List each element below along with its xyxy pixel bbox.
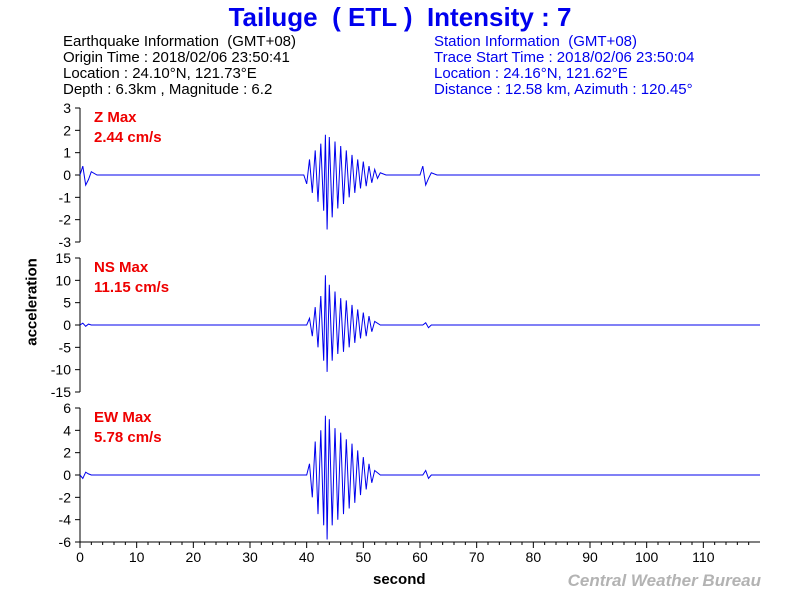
x-tick-label: 0 [76,549,84,565]
z-y-tick-label: -1 [59,189,72,205]
chart-title: Tailuge ( ETL ) Intensity : 7 [228,2,572,32]
ns-y-tick-label: 10 [55,272,71,288]
z-y-tick-label: -3 [59,234,72,250]
x-tick-label: 100 [635,549,659,565]
station-info-heading: Station Information (GMT+08) [434,33,637,50]
z-y-tick-label: -2 [59,212,72,228]
ns-y-tick-label: 0 [63,317,71,333]
station-info: Station Information (GMT+08) Trace Start… [434,34,694,98]
ns-y-tick-label: 5 [63,295,71,311]
x-tick-label: 90 [582,549,598,565]
z-trace [79,134,760,230]
epicenter-location: Location : 24.10°N, 121.73°E [63,65,257,82]
ew-y-tick-label: -2 [59,489,72,505]
ew-max-label: EW Max [94,409,152,426]
ew-trace [79,415,760,540]
earthquake-info-heading: Earthquake Information (GMT+08) [63,33,297,50]
ew-y-tick-label: -6 [59,534,72,550]
y-axis-label: acceleration [23,258,41,346]
ew-max-value: 5.78 cm/s [94,429,162,446]
x-tick-label: 110 [692,549,715,565]
ew-y-tick-label: -4 [59,512,72,528]
origin-time: Origin Time : 2018/02/06 23:50:41 [63,49,290,66]
ns-y-tick-label: -10 [51,362,71,378]
x-tick-label: 10 [129,549,145,565]
ns-trace [79,275,760,372]
ew-y-tick-label: 4 [63,422,71,438]
z-y-tick-label: 1 [63,145,71,161]
z-y-tick-label: 3 [63,100,71,116]
z-y-tick-label: 0 [63,167,71,183]
x-tick-label: 40 [299,549,315,565]
x-tick-label: 80 [526,549,542,565]
agency-credit: Central Weather Bureau [567,571,761,590]
ns-y-tick-label: -15 [51,384,71,400]
z-max-label: Z Max [94,109,137,126]
ns-y-tick-label: -5 [59,339,72,355]
x-tick-label: 50 [356,549,372,565]
ew-y-tick-label: 2 [63,445,71,461]
depth-magnitude: Depth : 6.3km , Magnitude : 6.2 [63,81,273,98]
ew-y-tick-label: 6 [63,400,71,416]
ns-max-label: NS Max [94,259,149,276]
station-location: Location : 24.16°N, 121.62°E [434,65,628,82]
x-tick-label: 20 [186,549,202,565]
trace-start-time: Trace Start Time : 2018/02/06 23:50:04 [434,49,695,66]
earthquake-info: Earthquake Information (GMT+08) Origin T… [63,34,296,98]
ns-y-tick-label: 15 [55,250,71,266]
ew-y-tick-label: 0 [63,467,71,483]
x-tick-label: 30 [242,549,258,565]
z-y-tick-label: 2 [63,122,71,138]
ns-max-value: 11.15 cm/s [94,279,169,296]
x-axis-label: second [373,571,426,588]
distance-azimuth: Distance : 12.58 km, Azimuth : 120.45° [434,81,693,98]
x-tick-label: 70 [469,549,485,565]
x-tick-label: 60 [412,549,428,565]
z-max-value: 2.44 cm/s [94,129,162,146]
